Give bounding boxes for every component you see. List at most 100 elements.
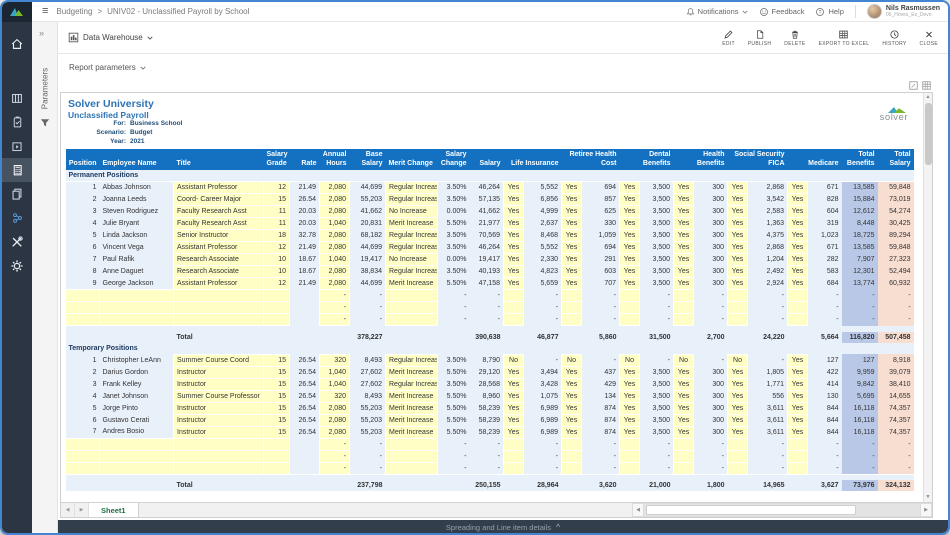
cell[interactable]: Yes (673, 265, 695, 279)
cell[interactable]: Yes (561, 425, 582, 439)
scroll-down-icon[interactable]: ▼ (925, 494, 931, 500)
cell[interactable]: Yes (503, 205, 524, 219)
cell[interactable]: Yes (619, 377, 641, 391)
cell[interactable] (673, 289, 695, 303)
cell[interactable]: Yes (561, 389, 582, 403)
cell[interactable]: 2,080 (319, 265, 350, 279)
cell[interactable]: Yes (561, 377, 582, 391)
cell[interactable] (173, 461, 264, 475)
cell[interactable] (173, 289, 264, 303)
cell[interactable]: Instructor (173, 425, 264, 439)
cell[interactable]: Yes (503, 377, 524, 391)
cell[interactable]: Yes (561, 181, 582, 195)
cell[interactable] (561, 437, 582, 451)
cell[interactable]: Yes (503, 413, 524, 427)
cell[interactable]: No (503, 353, 524, 367)
cell[interactable]: Yes (727, 365, 749, 379)
cell[interactable]: - (319, 449, 350, 463)
cell[interactable]: Yes (561, 401, 582, 415)
cell[interactable] (561, 289, 582, 303)
cell[interactable]: Regular Increase (385, 241, 438, 255)
publish-button[interactable]: PUBLISH (748, 29, 772, 47)
cell[interactable] (787, 461, 809, 475)
horizontal-scrollbar[interactable]: ◀ ▶ (632, 503, 932, 517)
cell[interactable]: Merit Increase (385, 401, 438, 415)
cell[interactable]: Assistant Professor (173, 277, 264, 291)
cell[interactable]: 1,040 (319, 365, 350, 379)
cell[interactable] (173, 301, 264, 315)
cell[interactable] (263, 301, 290, 315)
cell[interactable]: Regular Increase (385, 229, 438, 243)
cell[interactable] (263, 313, 290, 327)
cell[interactable]: Yes (673, 425, 695, 439)
cell[interactable]: Yes (503, 241, 524, 255)
cell[interactable]: Yes (727, 181, 749, 195)
cell[interactable]: 15 (263, 425, 290, 439)
cell[interactable]: 15 (263, 365, 290, 379)
cell[interactable]: 11 (263, 205, 290, 219)
cell[interactable] (561, 313, 582, 327)
scrollbar-track[interactable] (644, 503, 920, 517)
cell[interactable]: 2,080 (319, 205, 350, 219)
report-parameters-dropdown[interactable]: Report parameters (58, 54, 948, 81)
cell[interactable] (727, 289, 749, 303)
cell[interactable]: Yes (503, 265, 524, 279)
vertical-scrollbar[interactable]: ▲ ▼ (923, 93, 932, 502)
cell[interactable]: - (319, 437, 350, 451)
cell[interactable]: Yes (673, 193, 695, 207)
cell[interactable]: Yes (503, 365, 524, 379)
cell[interactable]: Regular Increase (385, 181, 438, 195)
cell[interactable] (263, 461, 290, 475)
cell[interactable]: 2,080 (319, 277, 350, 291)
cell[interactable]: 320 (319, 353, 350, 367)
cell[interactable]: Yes (503, 229, 524, 243)
cell[interactable]: No Increase (385, 205, 438, 219)
cell[interactable]: Yes (727, 377, 749, 391)
scrollbar-thumb[interactable] (646, 505, 856, 515)
cell[interactable]: Yes (619, 265, 641, 279)
cell[interactable]: Yes (561, 193, 582, 207)
cell[interactable]: 15 (263, 401, 290, 415)
delete-button[interactable]: DELETE (784, 29, 805, 47)
cell[interactable]: Yes (727, 265, 749, 279)
cell[interactable]: 2,080 (319, 181, 350, 195)
cell[interactable]: Yes (503, 217, 524, 231)
cell[interactable]: Yes (787, 277, 809, 291)
cell[interactable] (727, 437, 749, 451)
cell[interactable] (727, 449, 749, 463)
sidebar-item-settings[interactable] (2, 254, 32, 278)
cell[interactable]: Yes (787, 425, 809, 439)
cell[interactable]: No (561, 353, 582, 367)
cell[interactable] (503, 313, 524, 327)
scroll-up-icon[interactable]: ▲ (925, 94, 931, 100)
cell[interactable]: Coord- Career Major (173, 193, 264, 207)
cell[interactable]: Yes (727, 425, 749, 439)
cell[interactable]: Yes (619, 425, 641, 439)
cell[interactable]: Instructor (173, 413, 264, 427)
cell[interactable]: 11 (263, 217, 290, 231)
cell[interactable]: No Increase (385, 253, 438, 267)
cell[interactable]: Assistant Professor (173, 181, 264, 195)
cell[interactable]: Yes (787, 193, 809, 207)
cell[interactable] (263, 437, 290, 451)
cell[interactable]: 15 (263, 389, 290, 403)
cell[interactable]: 15 (263, 377, 290, 391)
cell[interactable] (65, 461, 100, 475)
cell[interactable] (65, 313, 100, 327)
cell[interactable]: Yes (561, 253, 582, 267)
cell[interactable] (673, 437, 695, 451)
cell[interactable]: Yes (619, 401, 641, 415)
cell[interactable]: Yes (727, 389, 749, 403)
sidebar-item-reports[interactable] (2, 86, 32, 110)
cell[interactable] (263, 449, 290, 463)
cell[interactable]: Summer Course Professor (173, 389, 264, 403)
cell[interactable] (385, 301, 438, 315)
cell[interactable]: No (619, 353, 641, 367)
cell[interactable]: Yes (673, 253, 695, 267)
cell[interactable]: 2,080 (319, 241, 350, 255)
cell[interactable]: Yes (561, 205, 582, 219)
cell[interactable]: Yes (727, 229, 749, 243)
cell[interactable] (65, 449, 100, 463)
cell[interactable] (561, 461, 582, 475)
cell[interactable]: 2,080 (319, 401, 350, 415)
